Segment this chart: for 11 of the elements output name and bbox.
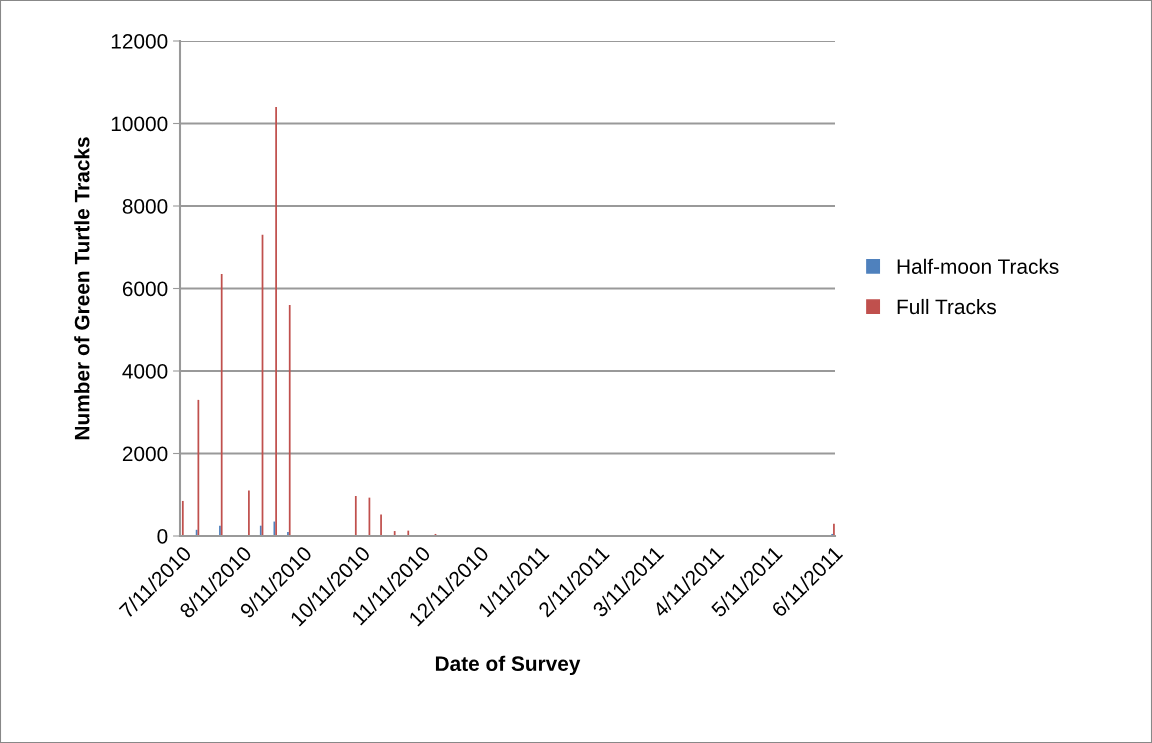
- y-tick-label: 0: [157, 529, 168, 544]
- y-tick-label: 10000: [111, 116, 168, 132]
- x-axis-title: Date of Survey: [435, 655, 581, 676]
- y-tick-label: 8000: [122, 199, 168, 214]
- y-tick-label: 6000: [122, 281, 168, 297]
- y-tick-label: 12000: [111, 34, 168, 49]
- y-tick-label: 2000: [122, 446, 168, 462]
- y-tick-label: 4000: [122, 364, 168, 379]
- y-axis-title: Number of Green Turtle Tracks: [74, 137, 90, 440]
- legend-label: Full Tracks: [897, 298, 996, 315]
- legend-label: Half-moon Tracks: [897, 258, 1059, 274]
